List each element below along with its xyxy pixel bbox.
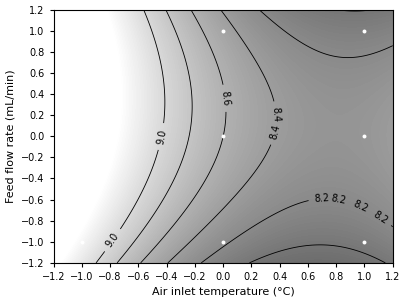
- Point: [360, 28, 367, 33]
- Text: 8.6: 8.6: [219, 90, 230, 106]
- Text: 9.0: 9.0: [104, 231, 121, 249]
- Point: [220, 134, 226, 139]
- Text: 8.4: 8.4: [268, 123, 281, 140]
- Point: [220, 28, 226, 33]
- Point: [360, 134, 367, 139]
- Text: 8.2: 8.2: [370, 209, 388, 226]
- X-axis label: Air inlet temperature (°C): Air inlet temperature (°C): [151, 288, 294, 298]
- Point: [360, 239, 367, 244]
- Text: 8.2: 8.2: [313, 193, 329, 204]
- Text: 9.0: 9.0: [155, 128, 167, 145]
- Point: [79, 134, 85, 139]
- Text: 8.2: 8.2: [350, 198, 369, 214]
- Text: 8.4: 8.4: [270, 107, 281, 123]
- Text: 8.2: 8.2: [329, 193, 346, 206]
- Point: [79, 28, 85, 33]
- Point: [79, 239, 85, 244]
- Y-axis label: Feed flow rate (mL/min): Feed flow rate (mL/min): [6, 69, 15, 203]
- Point: [220, 239, 226, 244]
